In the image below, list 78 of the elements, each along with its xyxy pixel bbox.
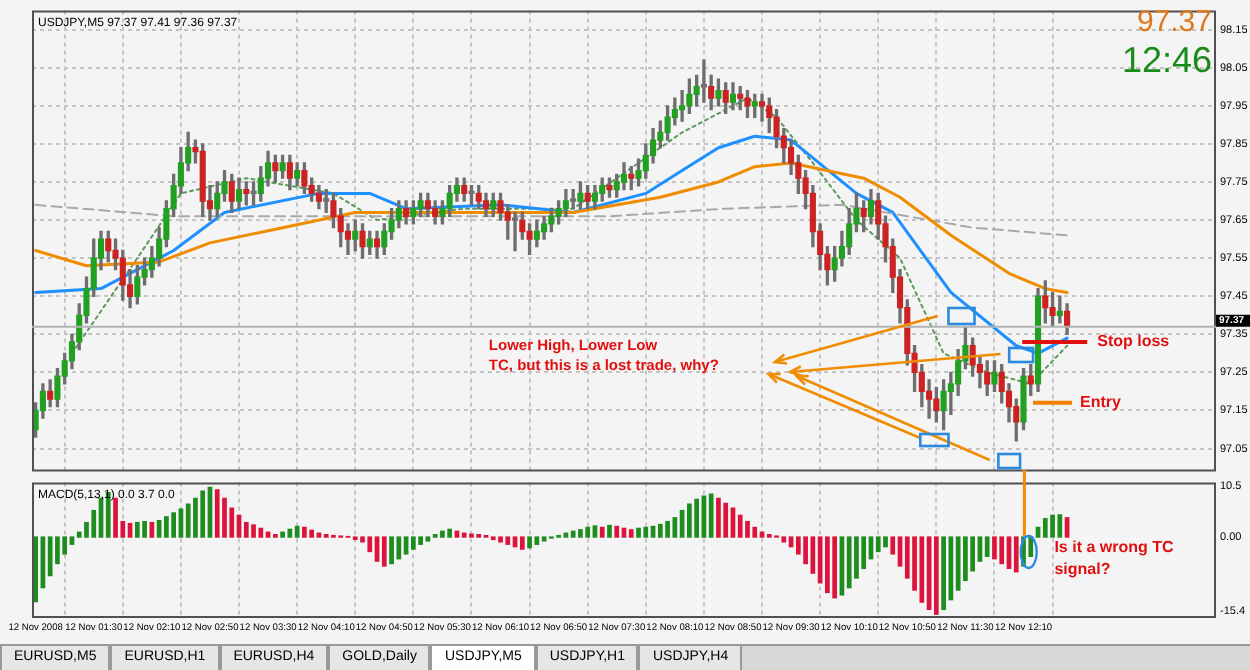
bar [418, 536, 423, 545]
bar [243, 521, 249, 538]
line-series [70, 97, 1069, 385]
bar [461, 532, 467, 538]
bar [1050, 514, 1055, 538]
annotation: Is it a wrong TC signal? [1054, 538, 1174, 579]
line-series [34, 203, 1069, 237]
annotation: 12:46 [1121, 39, 1212, 80]
bar [193, 497, 198, 538]
bar [149, 521, 155, 538]
bar [258, 527, 264, 538]
bar [607, 524, 612, 538]
bar [410, 536, 416, 550]
bar [716, 497, 721, 538]
bar [1013, 536, 1019, 573]
bar [781, 536, 787, 543]
bar [142, 520, 147, 538]
bar [498, 536, 503, 543]
bar [672, 517, 678, 538]
bar [389, 536, 394, 565]
bar [447, 528, 453, 538]
bar [1057, 514, 1063, 538]
bar [505, 536, 511, 545]
bar [941, 536, 946, 610]
bar [628, 529, 634, 538]
bar [440, 530, 445, 538]
bar [113, 497, 118, 538]
bar [214, 489, 220, 538]
bar [171, 512, 176, 538]
bar [752, 526, 758, 538]
bar [665, 520, 670, 538]
bar [723, 502, 729, 538]
bar [396, 536, 402, 560]
bar [745, 520, 750, 538]
bar [1042, 518, 1048, 538]
bar [825, 536, 830, 594]
bar [578, 529, 583, 538]
bar [657, 523, 663, 538]
bar [636, 527, 641, 538]
bar [694, 498, 699, 538]
bar [919, 536, 925, 603]
bar [643, 526, 649, 538]
bar [302, 526, 307, 538]
bar [280, 531, 285, 538]
bar [164, 516, 169, 538]
ref-line-label: Entry [1080, 393, 1123, 412]
bar [541, 536, 547, 542]
bar [599, 526, 605, 538]
bar [999, 536, 1005, 565]
bar [251, 524, 256, 538]
bar [534, 536, 540, 545]
bar [134, 521, 140, 538]
bar [832, 536, 838, 599]
bar [585, 526, 591, 538]
bar [933, 536, 939, 615]
candlestick [511, 211, 519, 252]
bar [992, 536, 997, 560]
bar [737, 514, 743, 538]
candlestick [700, 59, 707, 103]
bar [200, 490, 206, 538]
bar [687, 503, 692, 538]
ref-line-label: Stop loss [1097, 332, 1171, 351]
annotation: 97.37 [1136, 5, 1212, 40]
bar [527, 536, 532, 549]
bar [570, 530, 576, 538]
bar [519, 536, 525, 550]
bar [381, 536, 387, 567]
bar [708, 493, 714, 538]
bar [222, 497, 227, 538]
bar [614, 525, 620, 538]
bar [846, 536, 852, 589]
bar [425, 536, 431, 542]
bar [875, 536, 881, 553]
bar [883, 536, 888, 548]
bar [185, 503, 191, 538]
candlestick [570, 188, 577, 210]
bar [984, 536, 990, 557]
bar [309, 529, 315, 538]
